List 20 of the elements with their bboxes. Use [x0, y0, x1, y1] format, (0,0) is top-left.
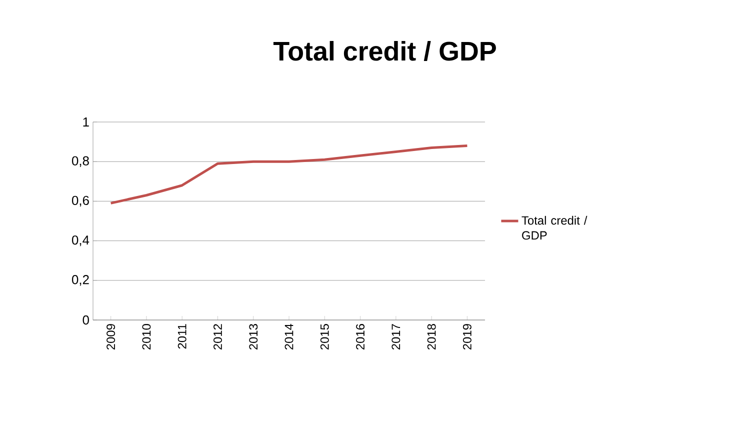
line-series: [110, 144, 468, 204]
chart-title: Total credit / GDP: [273, 40, 496, 62]
x-tick-label: 2016: [356, 324, 365, 350]
x-tick-label: 2009: [106, 324, 116, 350]
y-tick-label: 0: [82, 315, 89, 325]
x-tick-label: 2018: [427, 324, 436, 350]
x-tick-label: 2013: [249, 324, 258, 350]
x-tick-label: 2012: [214, 324, 222, 350]
y-tick-label: 0,8: [72, 156, 89, 167]
x-tick-label: 2019: [462, 324, 472, 350]
y-tick-label: 1: [83, 118, 89, 126]
x-tick-label: 2010: [142, 324, 151, 350]
y-tick-label: 0,2: [72, 275, 89, 286]
y-tick-label: 0,4: [72, 235, 90, 246]
x-tick-label: 2017: [392, 324, 400, 350]
x-tick-label: 2014: [284, 324, 294, 350]
y-tick-label: 0,6: [72, 196, 89, 207]
legend-label: Total credit / GDP: [522, 216, 588, 240]
x-tick-label: 2011: [178, 324, 186, 349]
x-tick-label: 2015: [320, 324, 329, 350]
